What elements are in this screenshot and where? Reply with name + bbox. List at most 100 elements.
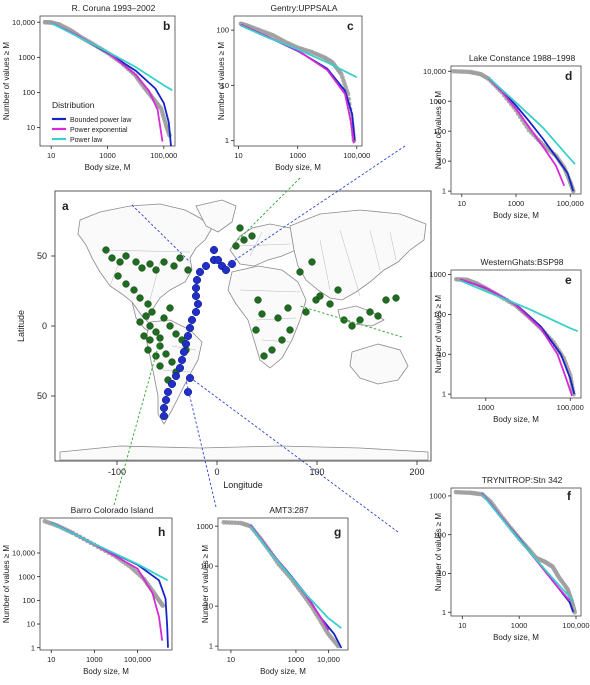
chart-title: TRYNITROP:Stn 342 <box>482 475 563 485</box>
distribution-legend: Distribution Bounded power law Power exp… <box>52 100 132 144</box>
plot-frame <box>39 15 176 147</box>
legend-item-bounded: Bounded power law <box>70 117 132 124</box>
map-site-green-dot <box>260 352 268 360</box>
y-tick-label: 1000 <box>18 572 35 581</box>
y-tick-label: 10 <box>438 350 446 359</box>
chart-title: WesternGhats:BSP98 <box>481 257 564 267</box>
chart-panel-h: Barro Colorado Island 10 1000 100,000 1 10 100… <box>2 505 173 676</box>
y-tick-label: 100 <box>22 596 35 605</box>
map-site-green-dot <box>170 262 178 270</box>
y-tick-label: 10,000 <box>12 549 35 558</box>
map-site-green-dot <box>116 258 124 266</box>
x-axis-label: Body size, M <box>83 667 129 676</box>
map-site-blue-dot <box>195 267 205 277</box>
y-axis-label: Number of values ≥ M <box>434 513 443 592</box>
map-site-green-dot <box>114 272 122 280</box>
y-tick-label: 1 <box>442 608 446 617</box>
chart-title: Lake Constance 1988–1998 <box>469 53 576 63</box>
chart-panel-d: Lake Constance 1988–1998 10 1000 100,000 1 10… <box>423 53 584 220</box>
panel-letter: b <box>163 19 170 33</box>
y-tick-label: 100 <box>200 562 213 571</box>
map-site-blue-dot <box>213 255 223 265</box>
map-site-blue-dot <box>209 245 219 255</box>
map-site-blue-dot <box>171 371 181 381</box>
x-tick-label: 1000 <box>288 655 305 664</box>
world-map-panel: a <box>16 190 432 490</box>
map-site-green-dot <box>156 334 164 342</box>
map-site-green-dot <box>268 346 276 354</box>
map-site-green-dot <box>146 260 154 268</box>
map-site-green-dot <box>340 316 348 324</box>
map-site-green-dot <box>286 326 294 334</box>
map-site-blue-dot <box>187 315 197 325</box>
map-site-green-dot <box>356 316 364 324</box>
y-tick-label: 1 <box>442 390 446 399</box>
map-site-green-dot <box>152 328 160 336</box>
x-tick-label: 10 <box>227 655 235 664</box>
y-tick-label: 10 <box>27 620 35 629</box>
x-tick-label: 1000 <box>86 655 103 664</box>
x-tick-label: 10,000 <box>317 655 340 664</box>
map-site-green-dot <box>258 310 266 318</box>
x-tick-label: 10 <box>458 621 466 630</box>
map-site-blue-dot <box>177 355 187 365</box>
map-site-blue-dot <box>163 387 173 397</box>
map-site-green-dot <box>254 296 262 304</box>
map-site-green-dot <box>374 312 382 320</box>
map-site-green-dot <box>142 312 150 320</box>
map-site-blue-dot <box>179 347 189 357</box>
map-site-green-dot <box>122 252 130 260</box>
map-site-blue-dot <box>159 411 169 421</box>
map-y-axis-label: Latitude <box>16 310 26 342</box>
empirical-point <box>160 603 166 608</box>
map-xtick-label: 200 <box>409 467 424 477</box>
x-tick-label: 100,000 <box>343 151 370 160</box>
map-site-green-dot <box>144 346 152 354</box>
series-line-power_law <box>249 525 342 629</box>
panel-letter: e <box>565 273 572 287</box>
y-tick-label: 10 <box>438 569 446 578</box>
map-xtick-label: 0 <box>214 467 219 477</box>
x-tick-label: 10 <box>47 655 55 664</box>
map-site-green-dot <box>252 326 260 334</box>
y-tick-label: 1 <box>225 136 229 145</box>
x-tick-label: 1000 <box>477 403 494 412</box>
map-site-green-dot <box>152 266 160 274</box>
australia-landmass <box>349 343 409 385</box>
map-site-blue-dot <box>192 275 202 285</box>
chart-panel-g: AMT3:287 10 1000 10,000 1 10 100 1000 Body size,… <box>196 505 349 676</box>
map-site-blue-dot <box>191 291 201 301</box>
x-tick-label: 100,000 <box>124 655 151 664</box>
map-site-green-dot <box>136 318 144 326</box>
map-site-green-dot <box>166 304 174 312</box>
connector-line <box>131 204 191 263</box>
map-site-green-dot <box>102 246 110 254</box>
plot-frame <box>39 517 173 651</box>
map-site-green-dot <box>148 308 156 316</box>
map-site-blue-dot <box>191 307 201 317</box>
connector-line <box>235 177 301 243</box>
map-site-green-dot <box>248 232 256 240</box>
x-axis-label: Body size, M <box>260 667 306 676</box>
series-line-power_exp <box>460 278 573 397</box>
chart-panel-e: WesternGhats:BSP98 1000 100,000 1 10 100 1000 B… <box>429 257 583 424</box>
map-site-green-dot <box>176 254 184 262</box>
plot-frame <box>233 15 363 147</box>
y-tick-label: 10,000 <box>12 18 35 27</box>
map-site-green-dot <box>146 336 154 344</box>
y-tick-label: 10 <box>221 81 229 90</box>
plot-frame <box>450 269 582 399</box>
map-ytick-label: 50 <box>37 391 47 401</box>
map-site-green-dot <box>140 332 148 340</box>
chart-title: Barro Colorado Island <box>71 505 154 515</box>
y-axis-label: Number of values ≥ M <box>217 42 226 121</box>
map-site-green-dot <box>144 300 152 308</box>
map-site-green-dot <box>296 268 304 276</box>
series-line-power_law <box>488 77 576 165</box>
legend-item-power-law: Power law <box>70 137 103 144</box>
x-tick-label: 100,000 <box>150 151 177 160</box>
north-america-landmass <box>77 203 213 321</box>
map-ytick-label: 0 <box>42 321 47 331</box>
map-site-green-dot <box>274 314 282 322</box>
y-tick-label: 1 <box>209 642 213 651</box>
